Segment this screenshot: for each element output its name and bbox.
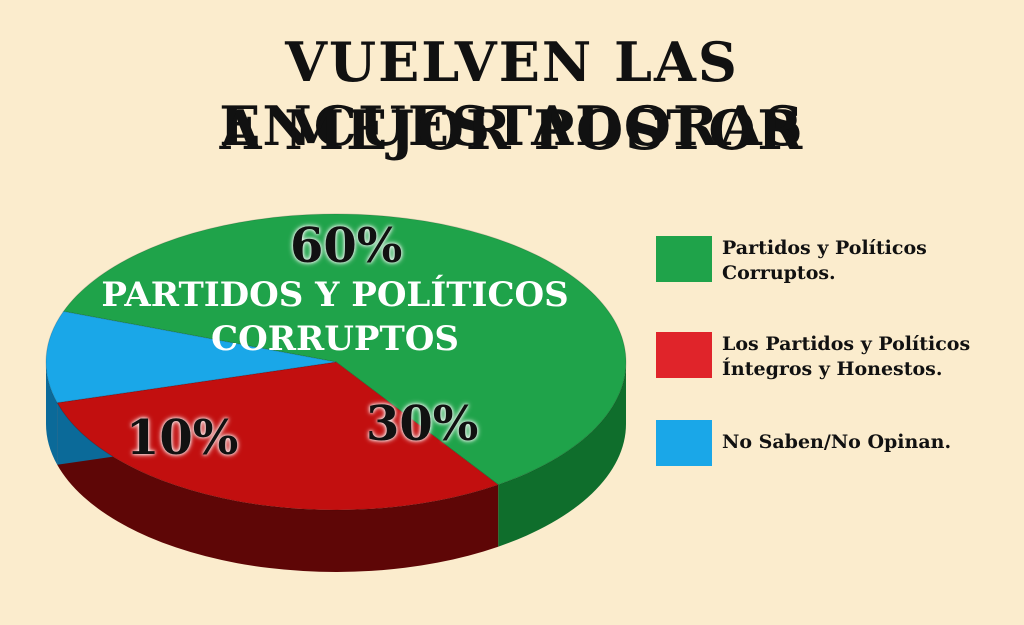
pie-slice-1	[56, 361, 500, 511]
legend-item-no-saben: No Saben/No Opinan.	[656, 420, 1012, 466]
legend-swatch-blue	[656, 420, 712, 466]
slice-value-label-corruptos: 60%	[290, 218, 403, 274]
chart-title-line-2: A MEJOR POSTOR	[219, 98, 805, 162]
slice-inside-label: PARTIDOS Y POLÍTICOS CORRUPTOS	[101, 275, 569, 359]
slice-value-label-integros: 30%	[366, 396, 479, 452]
legend-label: Los Partidos y Políticos Íntegros y Hone…	[722, 333, 971, 380]
legend-item-corruptos: Partidos y Políticos Corruptos.	[656, 236, 1012, 286]
chart-title-line-1: VUELVEN LAS ENCUESTADORAS	[219, 30, 805, 158]
pie-slice-2	[45, 310, 337, 404]
legend-item-integros: Los Partidos y Políticos Íntegros y Hone…	[656, 332, 1012, 382]
slice-value-label-no-saben: 10%	[126, 410, 239, 466]
legend-label: No Saben/No Opinan.	[722, 431, 952, 453]
pie-side-1-0	[57, 402, 499, 572]
legend-swatch-green	[656, 236, 712, 282]
legend-label: Partidos y Políticos Corruptos.	[722, 237, 927, 284]
pie-slice-0	[62, 213, 627, 486]
pie-side-2-0	[46, 362, 58, 465]
pie-side-0-0	[498, 362, 626, 547]
legend-swatch-red	[656, 332, 712, 378]
